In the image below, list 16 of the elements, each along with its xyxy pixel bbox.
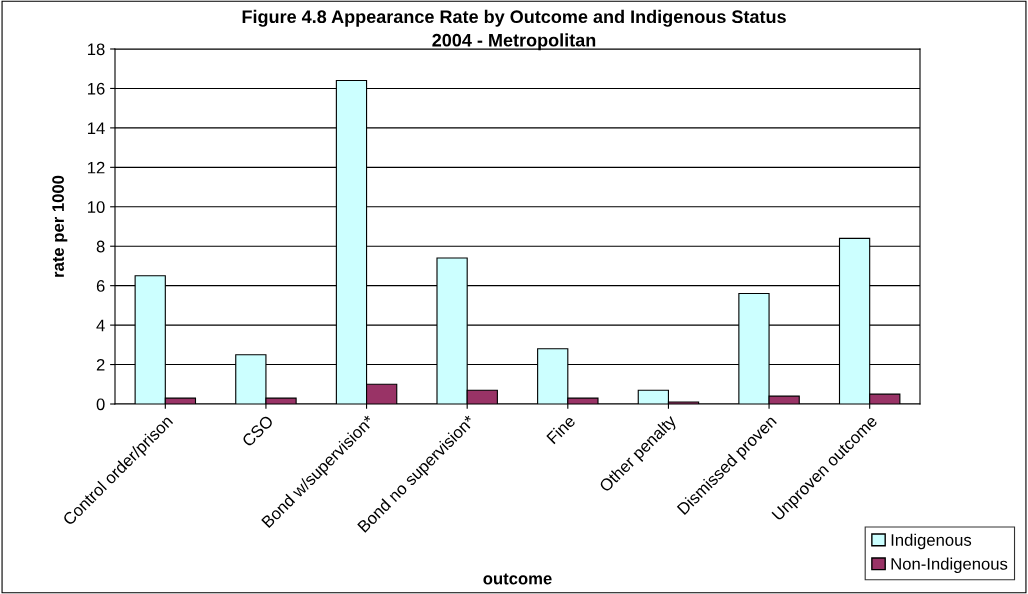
- y-tick-label: 18: [88, 43, 105, 56]
- y-tick-label: 6: [96, 280, 105, 292]
- y-tick-label: 0: [96, 398, 105, 411]
- y-tick-label: 12: [88, 161, 105, 174]
- legend-label: Indigenous: [891, 533, 972, 550]
- x-axis-title: outcome: [483, 573, 552, 585]
- x-tick-label: Fine: [545, 414, 576, 445]
- y-tick-label: 8: [96, 240, 105, 253]
- y-tick-label: 2: [96, 358, 105, 371]
- y-tick-label: 16: [88, 82, 105, 95]
- y-tick-label: 4: [96, 319, 105, 332]
- y-tick-label: 14: [88, 122, 105, 134]
- chart-title: Figure 4.8 Appearance Rate by Outcome and Indigenous Status 2004 - Metropolitan: [242, 9, 786, 51]
- y-axis-title: rate per 1000: [52, 175, 68, 277]
- y-tick-label: 10: [88, 201, 105, 213]
- legend-label: Non-Indigenous: [891, 557, 1008, 574]
